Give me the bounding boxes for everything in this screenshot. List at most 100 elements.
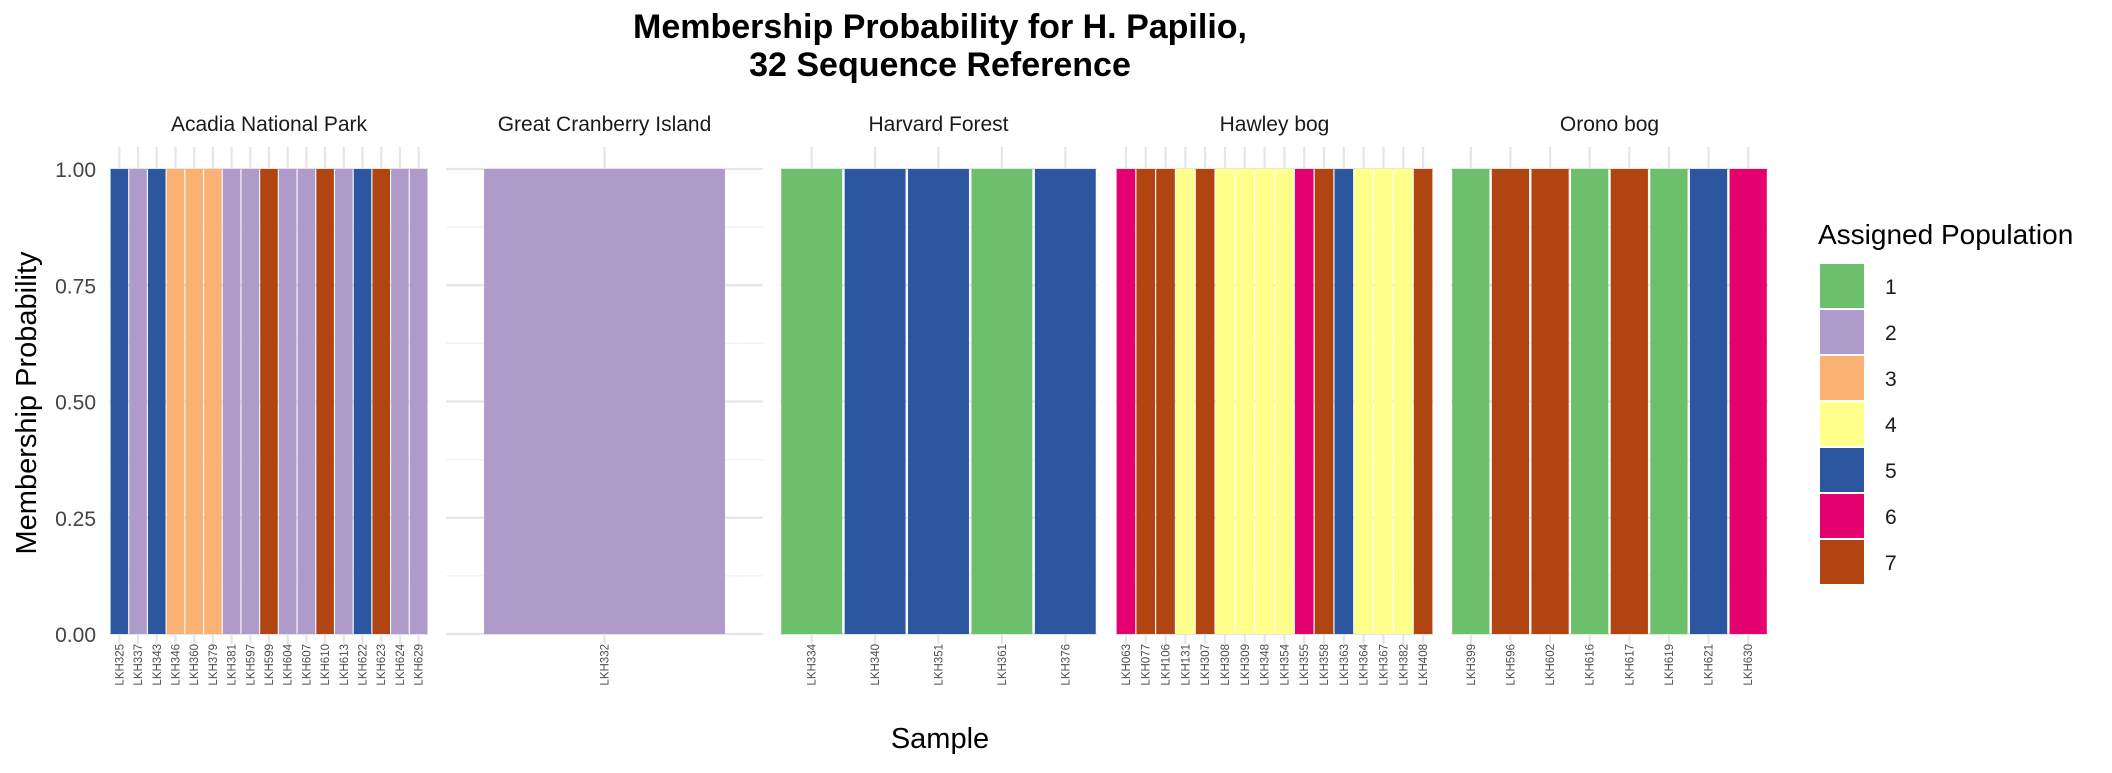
legend-title: Assigned Population bbox=[1818, 219, 2073, 250]
bar-segment bbox=[1491, 169, 1530, 634]
bar-segment bbox=[1156, 169, 1175, 634]
x-tick-label: LKH379 bbox=[208, 644, 220, 686]
bar-segment bbox=[1650, 169, 1688, 634]
x-tick-label: LKH616 bbox=[1585, 644, 1597, 686]
bar-segment bbox=[278, 169, 297, 634]
legend-swatch bbox=[1820, 356, 1864, 400]
facet-strip-label: Great Cranberry Island bbox=[498, 113, 712, 136]
bar-segment bbox=[353, 169, 372, 634]
legend: Assigned Population 1 2 3 4 5 6 7 bbox=[1818, 219, 2073, 584]
x-tick-label: LKH355 bbox=[1299, 644, 1311, 686]
bar-segment bbox=[1452, 169, 1490, 634]
x-tick-label: LKH354 bbox=[1279, 643, 1291, 685]
x-tick-label: LKH629 bbox=[414, 644, 426, 686]
x-tick-label: LKH617 bbox=[1624, 644, 1636, 686]
x-tick-label: LKH348 bbox=[1260, 644, 1272, 686]
bars bbox=[781, 169, 1096, 634]
x-tick-label: LKH346 bbox=[170, 644, 182, 686]
x-tick-label: LKH624 bbox=[395, 643, 407, 685]
y-tick-label: 1.00 bbox=[55, 159, 96, 182]
bar-segment bbox=[166, 169, 185, 634]
legend-swatch bbox=[1820, 402, 1864, 446]
bar-segment bbox=[1255, 169, 1274, 634]
x-tick-label: LKH340 bbox=[870, 644, 882, 686]
bars bbox=[1452, 169, 1767, 634]
legend-swatch bbox=[1820, 264, 1864, 308]
legend-item: 2 bbox=[1820, 310, 1897, 354]
legend-label: 7 bbox=[1885, 552, 1897, 575]
x-tick-label: LKH596 bbox=[1505, 644, 1517, 686]
facet-panel: Hawley bog LKH063 LKH077 LKH106 LKH131 LKH307… bbox=[1116, 113, 1433, 686]
legend-label: 3 bbox=[1885, 368, 1897, 391]
bar-segment bbox=[260, 169, 278, 634]
bar-segment bbox=[1354, 169, 1373, 634]
x-tick-label: LKH358 bbox=[1319, 644, 1331, 686]
bar-segment bbox=[908, 169, 969, 634]
x-tick-label: LKH309 bbox=[1240, 644, 1252, 686]
bar-segment bbox=[844, 169, 906, 634]
facet-strip-label: Harvard Forest bbox=[868, 113, 1008, 136]
bar-segment bbox=[1571, 169, 1609, 634]
x-tick-label: LKH382 bbox=[1398, 644, 1410, 686]
bar-segment bbox=[316, 169, 334, 634]
chart-title-line-1: Membership Probability for H. Papilio, bbox=[633, 8, 1247, 46]
bar-segment bbox=[1294, 169, 1314, 634]
bar-segment bbox=[1215, 169, 1235, 634]
legend-swatch bbox=[1820, 448, 1864, 492]
bar-segment bbox=[222, 169, 241, 634]
bars bbox=[1116, 169, 1433, 634]
legend-label: 2 bbox=[1885, 322, 1897, 345]
x-tick-label: LKH367 bbox=[1378, 644, 1390, 686]
x-tick-label: LKH619 bbox=[1664, 644, 1676, 686]
bar-segment bbox=[781, 169, 843, 634]
bars bbox=[484, 169, 725, 634]
x-tick-label: LKH325 bbox=[114, 644, 126, 686]
bar-segment bbox=[1195, 169, 1215, 634]
legend-item: 1 bbox=[1820, 264, 1897, 308]
bars bbox=[110, 169, 428, 634]
bar-segment bbox=[204, 169, 222, 634]
facet-strip-label: Acadia National Park bbox=[171, 113, 368, 136]
bar-segment bbox=[241, 169, 260, 634]
legend-swatch bbox=[1820, 494, 1864, 538]
bar-segment bbox=[1275, 169, 1294, 634]
x-tick-label: LKH381 bbox=[227, 644, 239, 686]
x-tick-label: LKH610 bbox=[320, 644, 332, 686]
bar-segment bbox=[1034, 169, 1096, 634]
legend-swatch bbox=[1820, 540, 1864, 584]
facet-panels: 0.00 0.25 0.50 0.75 1.00 Acadia National Park… bbox=[55, 113, 1768, 686]
bar-segment bbox=[1413, 169, 1433, 634]
x-tick-label: LKH063 bbox=[1121, 644, 1133, 686]
x-tick-label: LKH408 bbox=[1418, 644, 1430, 686]
bar-segment bbox=[335, 169, 353, 634]
y-tick-label: 0.50 bbox=[55, 392, 96, 415]
x-tick-label: LKH599 bbox=[264, 644, 276, 686]
x-tick-label: LKH131 bbox=[1180, 644, 1192, 686]
x-tick-label: LKH360 bbox=[189, 644, 201, 686]
facet-panel: Harvard Forest LKH334 LKH340 LKH351 LKH361 LK… bbox=[780, 113, 1097, 686]
x-tick-label: LKH334 bbox=[807, 643, 819, 685]
x-tick-label: LKH343 bbox=[152, 644, 164, 686]
bar-segment bbox=[1235, 169, 1255, 634]
facet-strip-label: Hawley bog bbox=[1220, 113, 1330, 136]
bar-segment bbox=[1116, 169, 1136, 634]
x-tick-label: LKH621 bbox=[1704, 644, 1716, 686]
y-tick-label: 0.75 bbox=[55, 275, 96, 298]
x-tick-label: LKH613 bbox=[339, 644, 351, 686]
bar-segment bbox=[1689, 169, 1728, 634]
legend-label: 1 bbox=[1885, 276, 1897, 299]
legend-item: 6 bbox=[1820, 494, 1897, 538]
bar-segment bbox=[185, 169, 203, 634]
x-tick-label: LKH077 bbox=[1141, 644, 1153, 686]
bar-segment bbox=[1374, 169, 1393, 634]
y-tick-label: 0.25 bbox=[55, 508, 96, 531]
bar-segment bbox=[110, 169, 129, 634]
bar-segment bbox=[129, 169, 147, 634]
legend-item: 4 bbox=[1820, 402, 1897, 446]
bar-segment bbox=[147, 169, 166, 634]
x-axis-label: Sample bbox=[891, 723, 989, 755]
bar-segment bbox=[1334, 169, 1354, 634]
x-tick-label: LKH106 bbox=[1161, 644, 1173, 686]
legend-label: 4 bbox=[1885, 414, 1897, 437]
